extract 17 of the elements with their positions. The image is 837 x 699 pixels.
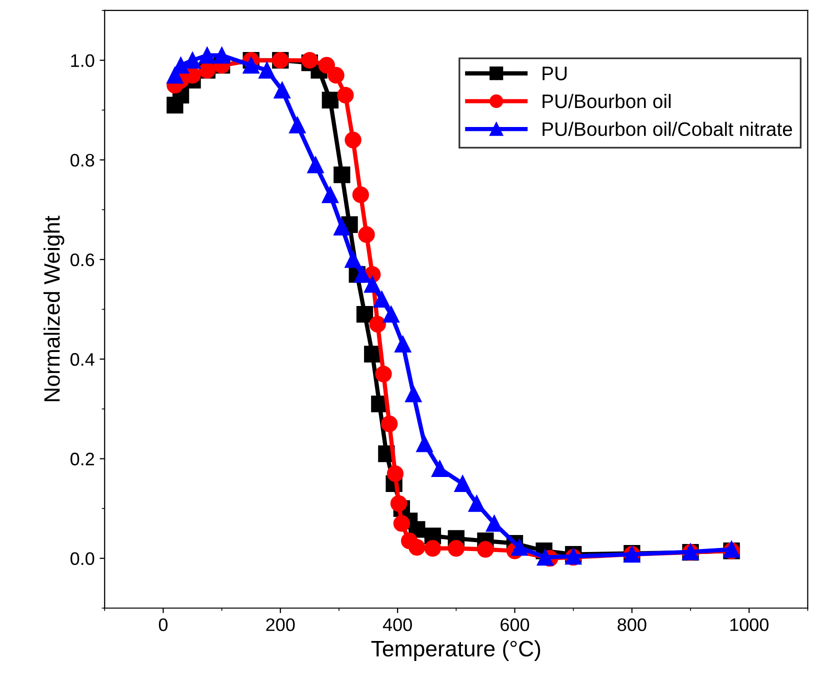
x-axis-title: Temperature (°C) — [371, 640, 540, 661]
y-tick-label: 1.0 — [71, 54, 94, 68]
y-tick-label: 0.0 — [70, 552, 94, 566]
y-tick-label: 0.6 — [70, 253, 94, 266]
y-tick-label: 0.2 — [70, 452, 94, 466]
y-tick-label: 0.8 — [70, 154, 94, 167]
y-axis-title: Normalized Weight — [44, 216, 64, 402]
y-tick-label: 0.4 — [70, 353, 94, 366]
legend-label: PU — [542, 66, 567, 80]
x-tick-label: 200 — [266, 618, 295, 632]
x-tick-label: 800 — [618, 618, 646, 632]
x-tick-label: 1000 — [730, 618, 768, 632]
legend-label: PU/Bourbon oil — [542, 94, 671, 108]
x-tick-label: 400 — [382, 618, 412, 632]
x-tick-label: 0 — [158, 618, 168, 632]
x-tick-label: 600 — [500, 618, 530, 632]
legend-label: PU/Bourbon oil/Cobalt nitrate — [542, 122, 792, 136]
